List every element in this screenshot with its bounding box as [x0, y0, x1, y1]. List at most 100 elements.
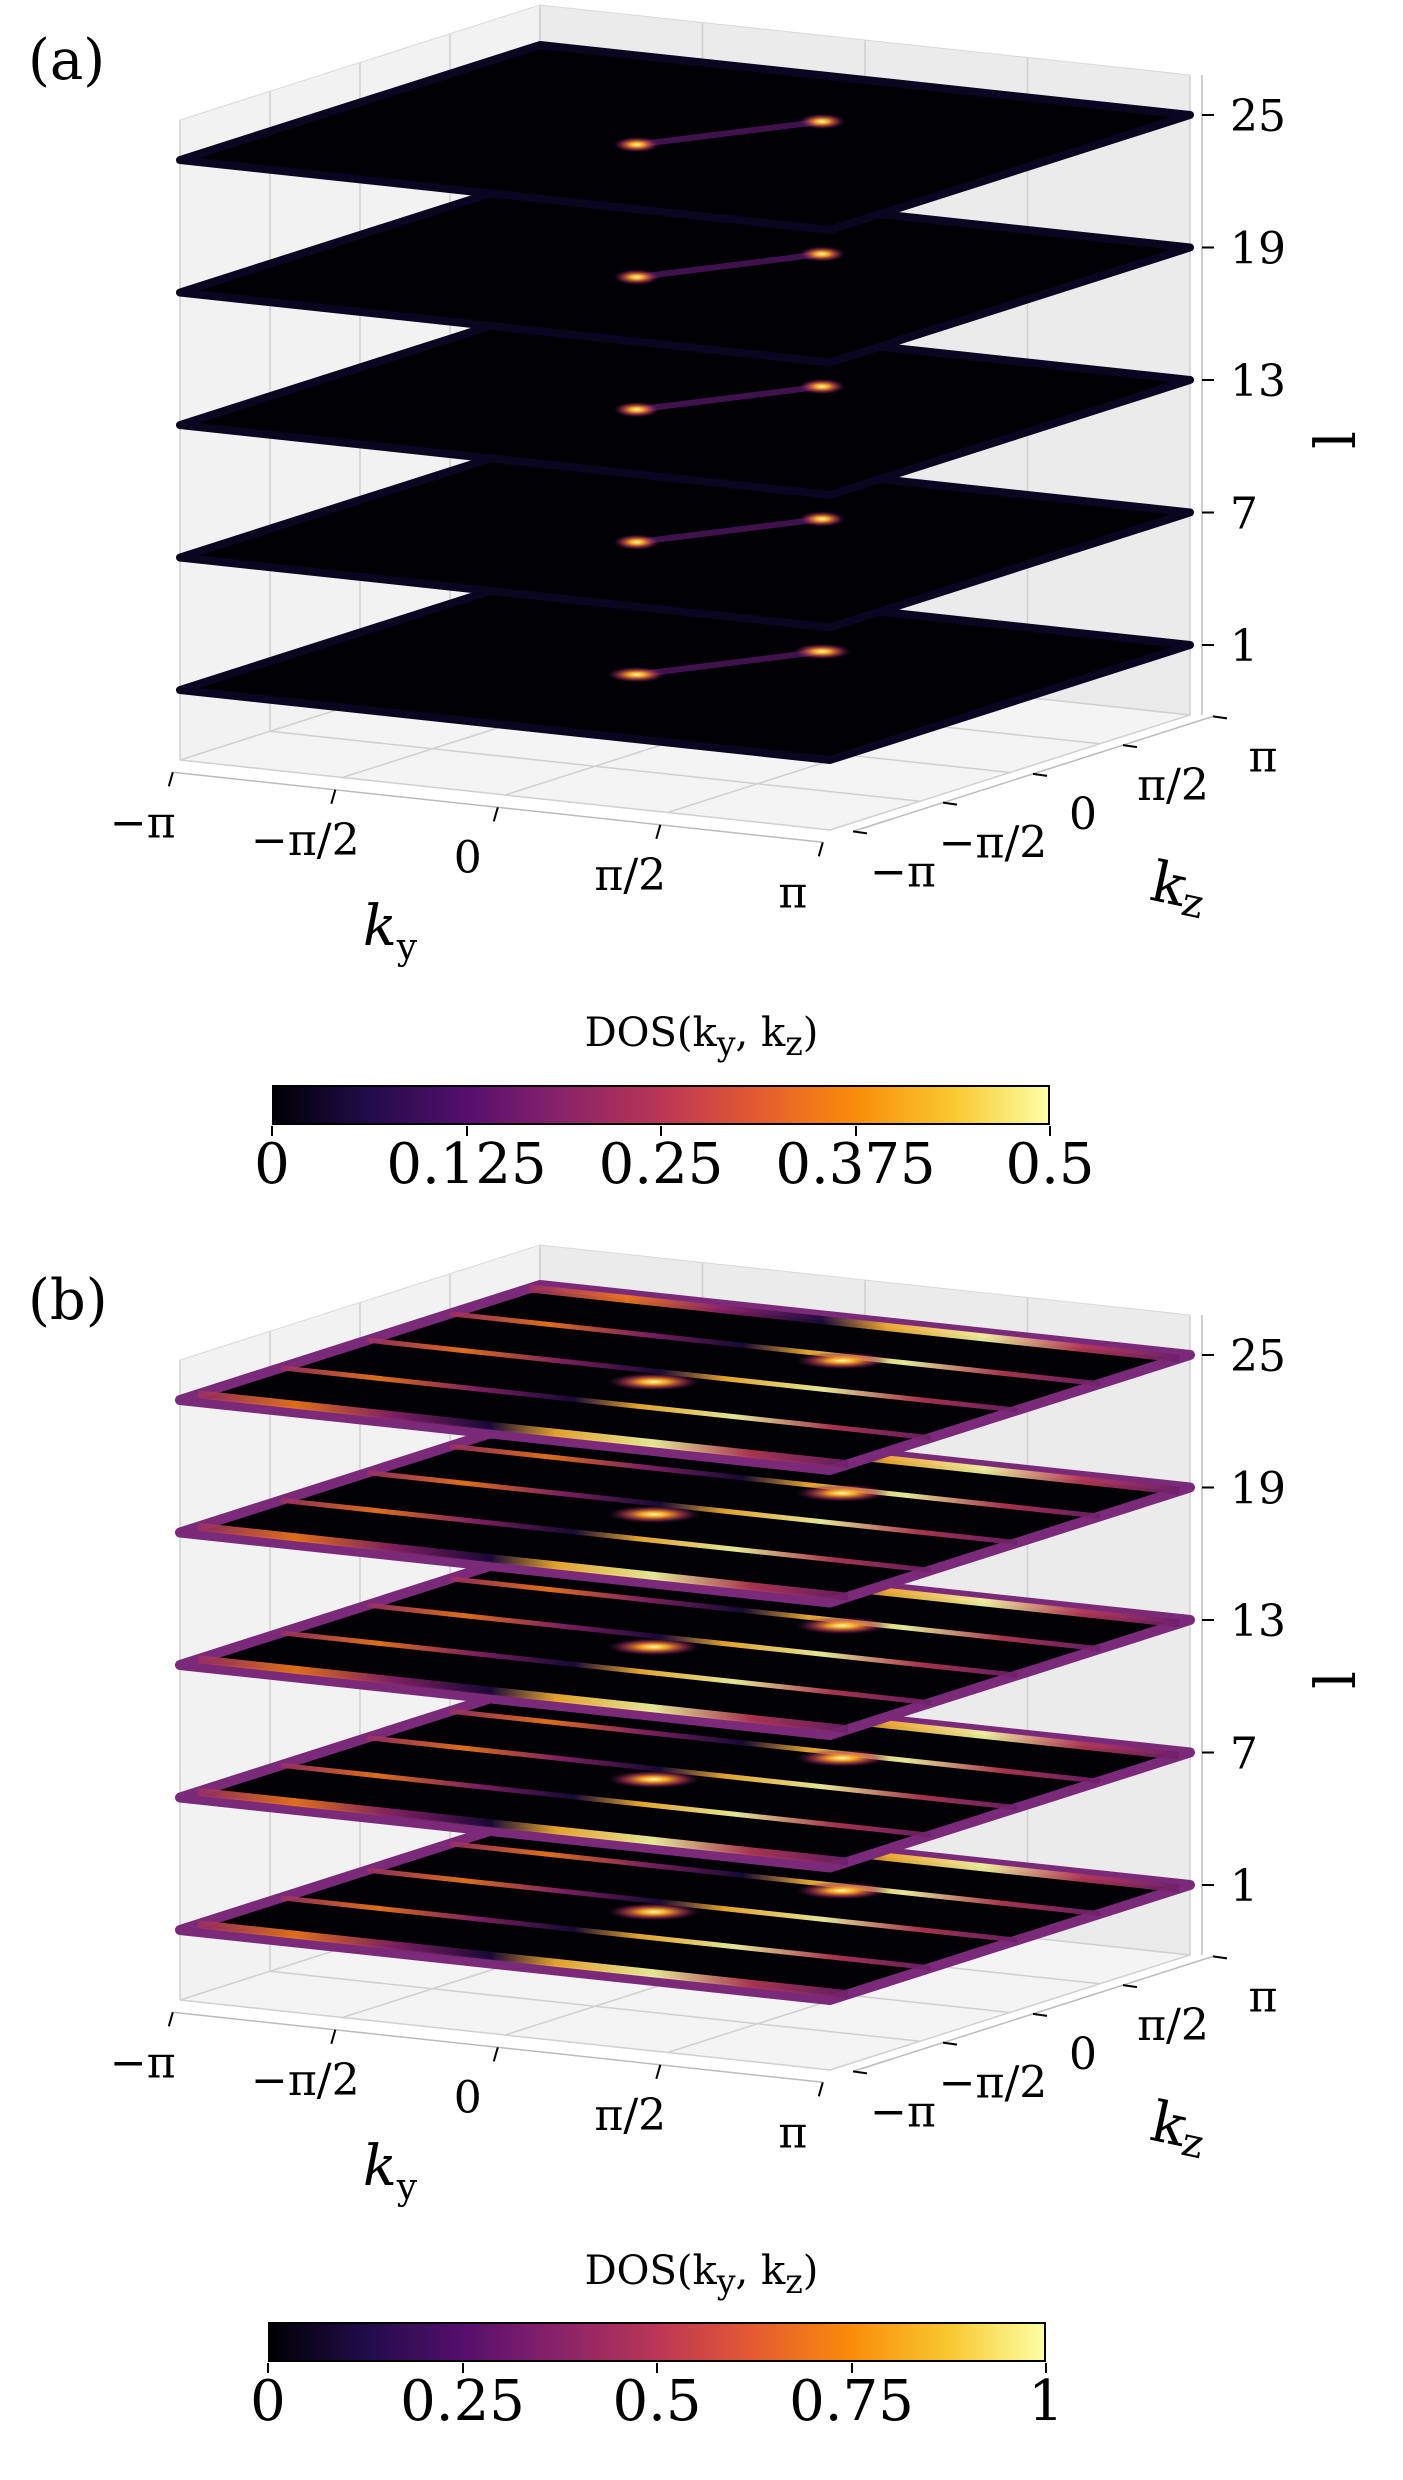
y-tick-mark — [1032, 2012, 1048, 2017]
dos-peak — [798, 511, 846, 527]
layer-l-1 — [176, 571, 1194, 764]
y-tick-mark — [1122, 744, 1138, 749]
colorbar-tick-label: 0.25 — [598, 1132, 724, 1197]
x-tick-label: π — [778, 867, 807, 918]
x-tick-mark — [817, 842, 824, 857]
dos-peak — [612, 401, 661, 418]
colorbar-tick-mark — [461, 2363, 464, 2373]
dos-peak — [794, 1484, 891, 1503]
y-tick-mark — [942, 2041, 958, 2046]
y-tick-mark — [1122, 1984, 1138, 1989]
layer-l-1 — [175, 1810, 1195, 2005]
dos-peak — [798, 378, 846, 395]
x-tick-label: π/2 — [594, 2090, 666, 2141]
dos-stripe — [280, 1630, 932, 1706]
z-tick-label: 13 — [1230, 1596, 1286, 1647]
z-tick-label: 25 — [1230, 1331, 1286, 1382]
y-tick-label: π/2 — [1137, 760, 1209, 811]
dos-peak — [792, 643, 852, 660]
dos-stripe — [280, 1895, 932, 1971]
colorbar-tick-mark — [660, 1126, 662, 1136]
colorbar — [268, 2322, 1046, 2362]
colorbar-tick-label: 0.75 — [789, 2369, 914, 2434]
colorbar-tick-mark — [854, 1126, 857, 1136]
x-tick-mark — [655, 824, 662, 840]
x-tick-label: −π/2 — [251, 815, 360, 866]
dos-stripe — [366, 1602, 1018, 1678]
x-tick-label: π/2 — [594, 850, 666, 901]
colorbar-label: DOS(ky, kz) — [584, 1010, 819, 1063]
dos-stripe — [197, 1787, 849, 1866]
y-tick-mark — [852, 830, 868, 835]
x-tick-label: 0 — [454, 832, 482, 883]
y-tick-mark — [852, 2070, 868, 2075]
y-tick-label: 0 — [1069, 2029, 1097, 2080]
colorbar-tick-mark — [271, 1126, 273, 1136]
x-tick-mark — [492, 807, 499, 822]
dos-band — [636, 648, 823, 678]
colorbar-tick-mark — [1045, 2363, 1047, 2373]
y-tick-label: 0 — [1069, 789, 1097, 840]
dos-stripe — [366, 1337, 1018, 1413]
z-tick-label: 19 — [1230, 1464, 1286, 1515]
z-tick-label: 1 — [1230, 1861, 1258, 1912]
layer-l-13 — [176, 306, 1194, 499]
x-tick-label: π — [778, 2107, 807, 2158]
panel-a: (a) −π −π/2 0 π/2 π −π −π/2 0 π/2 π 1 7 13 19 25 ky kz l … — [28, 4, 1369, 1197]
x-tick-label: −π — [110, 797, 176, 848]
x-tick-mark — [167, 772, 174, 787]
dos-peak — [606, 1770, 702, 1789]
dos-stripe — [197, 1522, 849, 1601]
dos-stripe — [366, 1735, 1018, 1811]
colorbar-tick-mark — [656, 2363, 658, 2373]
x-tick-mark — [330, 789, 337, 805]
dos-band — [636, 383, 823, 413]
x-axis-label: ky — [363, 2134, 418, 2208]
colorbar-tick-label: 0.125 — [386, 1132, 547, 1197]
z-tick-label: 7 — [1230, 1729, 1258, 1780]
x-tick-mark — [492, 2047, 499, 2062]
dos-band — [636, 516, 823, 546]
dos-stripe — [197, 1920, 849, 1999]
dos-stripe — [280, 1762, 932, 1838]
colorbar-tick-mark — [850, 2363, 853, 2373]
dos-stripe — [197, 1390, 849, 1469]
y-tick-label: −π/2 — [939, 2058, 1048, 2109]
x-tick-mark — [655, 2064, 662, 2080]
dos-peak — [606, 1637, 702, 1656]
dos-peak — [612, 136, 661, 153]
colorbar-tick-mark — [465, 1126, 468, 1136]
dos-stripe — [449, 1311, 1101, 1387]
dos-peak — [794, 1616, 891, 1635]
colorbar-tick-label: 0.25 — [400, 2369, 525, 2434]
layer-l-25 — [176, 41, 1194, 234]
layer-l-25 — [175, 1280, 1195, 1475]
layer-l-19 — [176, 173, 1194, 367]
dos-peak — [794, 1749, 891, 1768]
dos-peak — [612, 534, 661, 551]
dos-peak — [606, 1372, 702, 1391]
colorbar-tick-label: 0.375 — [775, 1132, 936, 1197]
dos-stripe — [366, 1470, 1018, 1546]
layer-l-7 — [175, 1677, 1195, 1873]
dos-band — [636, 118, 823, 148]
colorbar-tick-mark — [1049, 1126, 1051, 1136]
x-tick-mark — [330, 2029, 337, 2045]
colorbar-tick-label: 0 — [254, 1132, 290, 1197]
y-tick-label: −π — [870, 846, 936, 897]
y-axis-label: kz — [1144, 849, 1212, 928]
dos-stripe — [366, 1867, 1018, 1943]
colorbar-tick-label: 0 — [250, 2369, 286, 2434]
z-tick-label: 25 — [1230, 91, 1286, 142]
x-tick-mark — [167, 2012, 174, 2027]
z-tick-label: 19 — [1230, 224, 1286, 275]
x-tick-mark — [817, 2082, 824, 2097]
z-tick-label: 1 — [1230, 621, 1258, 672]
z-tick-label: 13 — [1230, 356, 1286, 407]
dos-band — [636, 251, 823, 281]
x-tick-label: 0 — [454, 2072, 482, 2123]
layer-l-13 — [175, 1545, 1195, 1740]
y-tick-mark — [1212, 1955, 1228, 1960]
